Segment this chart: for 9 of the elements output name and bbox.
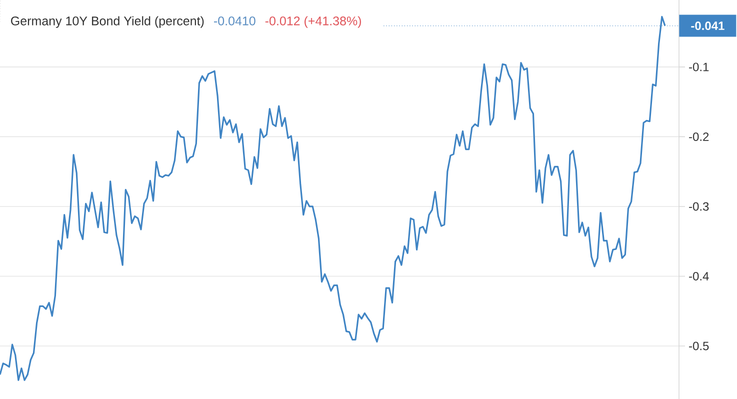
y-tick-label: -0.4	[689, 272, 709, 280]
y-tick-label: -0.3	[689, 202, 709, 211]
text: Germany 10Y Bond Yield (percent)	[11, 16, 204, 28]
y-tick-label: -0.2	[689, 132, 709, 141]
annotation: -0.012 (+41.38%)	[265, 16, 361, 28]
y-tick-label: -0.5	[689, 342, 709, 350]
ref-line-label: -0.041	[691, 22, 724, 30]
y-tick-label: -0.1	[689, 62, 709, 72]
annotation: -0.0410	[214, 16, 256, 26]
